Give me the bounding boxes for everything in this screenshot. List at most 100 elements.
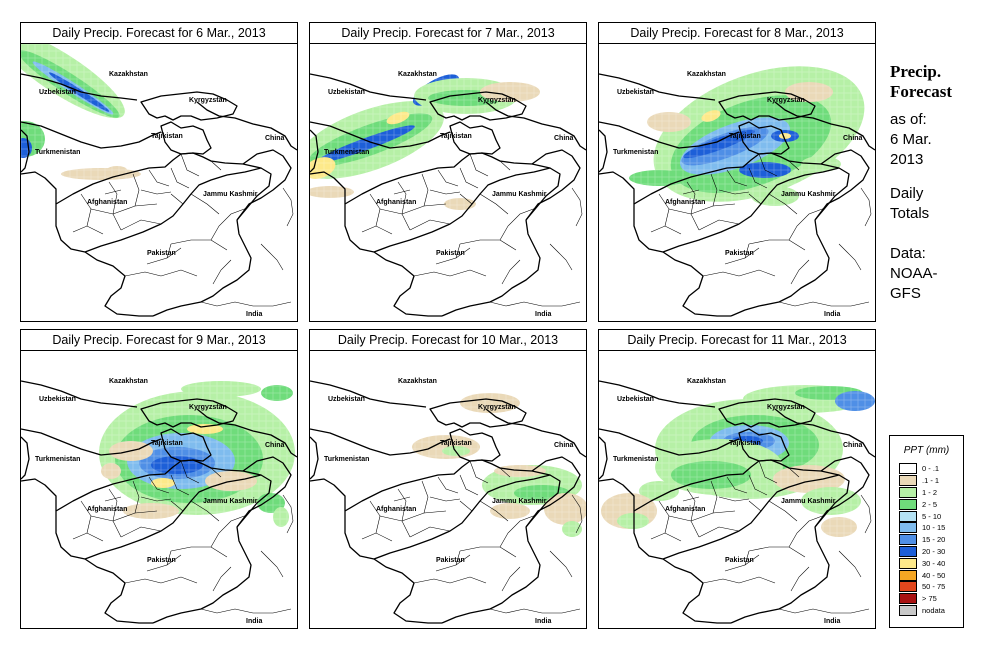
label-kazakhstan: Kazakhstan — [109, 378, 148, 385]
data-source-note: Data: NOAA- GFS — [890, 244, 938, 304]
province-border — [455, 243, 461, 259]
map-svg: Kazakhstan Uzbekistan Kyrgyzstan Tajikistan… — [21, 44, 297, 321]
label-jammu-kashmir: Jammu Kashmir — [492, 191, 547, 198]
province-border — [668, 203, 736, 215]
label-uzbekistan: Uzbekistan — [328, 396, 365, 403]
legend-item: 15 - 20 — [899, 534, 945, 546]
province-border — [421, 480, 429, 514]
panel-title: Daily Precip. Forecast for 8 Mar., 2013 — [599, 23, 875, 44]
pakistan-west-border — [373, 558, 442, 624]
province-border — [260, 243, 284, 271]
province-border — [499, 514, 537, 548]
province-border — [361, 532, 393, 542]
kyrgyzstan-border — [140, 398, 238, 428]
province-border — [748, 500, 762, 512]
label-uzbekistan: Uzbekistan — [39, 89, 76, 96]
province-border — [282, 187, 294, 227]
legend-label: 30 - 40 — [922, 558, 946, 568]
label-pakistan: Pakistan — [147, 557, 176, 564]
province-border — [409, 219, 451, 231]
label-turkmenistan: Turkmenistan — [35, 456, 80, 463]
province-border — [108, 181, 122, 231]
pakistan-west-border — [662, 251, 731, 317]
precip-map: Kazakhstan Uzbekistan Kyrgyzstan Tajikistan… — [310, 44, 586, 321]
label-tajikistan: Tajikistan — [151, 440, 183, 447]
label-china: China — [554, 442, 574, 449]
label-jammu-kashmir: Jammu Kashmir — [781, 498, 836, 505]
province-border — [758, 153, 778, 177]
uzbek-turkmen-border — [21, 428, 162, 456]
province-border — [860, 494, 872, 534]
province-border — [459, 474, 479, 496]
precip-map: Kazakhstan Uzbekistan Kyrgyzstan Tajikistan… — [21, 351, 297, 628]
legend-label: 40 - 50 — [922, 570, 946, 580]
china-west-border — [196, 101, 297, 151]
legend-item: 5 - 10 — [899, 510, 945, 522]
province-border — [469, 153, 489, 177]
data-label: Data: — [890, 245, 926, 262]
totals-label: Totals — [890, 205, 930, 222]
label-tajikistan: Tajikistan — [729, 440, 761, 447]
province-border — [124, 576, 198, 584]
turkmenistan-south-border — [599, 171, 635, 204]
province-border — [650, 225, 682, 235]
label-pakistan: Pakistan — [436, 250, 465, 257]
province-border — [748, 474, 768, 496]
panel-title: Daily Precip. Forecast for 7 Mar., 2013 — [310, 23, 586, 44]
as-of-date: as of: 6 Mar. 2013 — [890, 110, 932, 170]
province-border — [210, 160, 222, 171]
province-border — [549, 243, 573, 271]
province-border — [166, 550, 172, 566]
as-of-year: 2013 — [890, 151, 924, 168]
label-turkmenistan: Turkmenistan — [324, 456, 369, 463]
precip-map: Kazakhstan Uzbekistan Kyrgyzstan Tajikistan… — [310, 351, 586, 628]
province-border — [148, 476, 170, 494]
tajikistan-border — [738, 121, 790, 155]
as-of-day: 6 Mar. — [890, 131, 932, 148]
province-border — [469, 460, 489, 484]
legend-label: > 75 — [922, 594, 937, 604]
label-tajikistan: Tajikistan — [440, 133, 472, 140]
label-pakistan: Pakistan — [436, 557, 465, 564]
province-borders — [72, 153, 294, 307]
china-west-border — [774, 408, 875, 458]
province-border — [479, 500, 509, 522]
pakistan-north-border — [236, 474, 272, 528]
province-border — [132, 173, 140, 207]
province-border — [748, 546, 806, 558]
province-border — [260, 550, 284, 578]
legend-item: nodata — [899, 604, 945, 617]
province-border — [379, 510, 447, 522]
label-pakistan: Pakistan — [725, 250, 754, 257]
province-border — [140, 189, 172, 195]
label-india: India — [246, 618, 262, 625]
legend-swatch — [899, 522, 917, 534]
caspian-coast — [599, 436, 608, 480]
province-border — [413, 269, 487, 277]
province-border — [379, 203, 447, 215]
legend-item: 1 - 2 — [899, 486, 945, 499]
province-border — [393, 496, 411, 502]
label-kazakhstan: Kazakhstan — [687, 71, 726, 78]
label-afghanistan: Afghanistan — [665, 199, 705, 206]
label-jammu-kashmir: Jammu Kashmir — [781, 191, 836, 198]
label-jammu-kashmir: Jammu Kashmir — [492, 498, 547, 505]
province-border — [702, 576, 776, 584]
precip-map: Kazakhstan Uzbekistan Kyrgyzstan Tajikistan… — [599, 44, 875, 321]
province-border — [170, 546, 228, 558]
label-tajikistan: Tajikistan — [729, 133, 761, 140]
province-border — [748, 167, 768, 189]
label-kyrgyzstan: Kyrgyzstan — [767, 404, 805, 411]
province-border — [698, 526, 740, 538]
country-borders — [21, 380, 297, 624]
pakistan-east-border — [152, 526, 252, 624]
tajikistan-border — [738, 428, 790, 462]
kazakhstan-border — [599, 380, 716, 408]
province-border — [108, 488, 122, 538]
label-kazakhstan: Kazakhstan — [109, 71, 148, 78]
province-border — [170, 474, 190, 496]
province-border — [744, 243, 750, 259]
country-labels: Kazakhstan Uzbekistan Kyrgyzstan Tajikistan… — [324, 378, 574, 625]
province-border — [429, 496, 461, 502]
